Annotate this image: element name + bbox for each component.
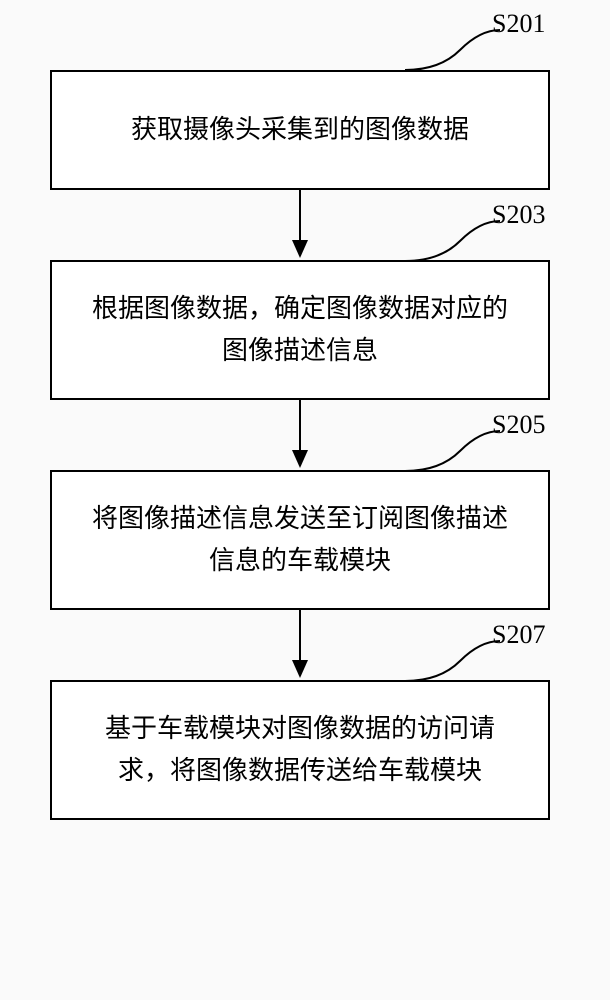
step-label-s201: S201 bbox=[492, 9, 545, 39]
step-text-s205: 将图像描述信息发送至订阅图像描述信息的车载模块 bbox=[82, 498, 518, 581]
label-pointer-s201 bbox=[400, 25, 510, 75]
flowchart-container: 获取摄像头采集到的图像数据 根据图像数据，确定图像数据对应的图像描述信息 将图像… bbox=[40, 70, 560, 820]
arrow-s201-s203 bbox=[50, 190, 550, 260]
step-box-s201: 获取摄像头采集到的图像数据 bbox=[50, 70, 550, 190]
arrow-s203-s205 bbox=[50, 400, 550, 470]
step-text-s201: 获取摄像头采集到的图像数据 bbox=[131, 109, 469, 151]
step-text-s203: 根据图像数据，确定图像数据对应的图像描述信息 bbox=[82, 288, 518, 371]
step-box-s205: 将图像描述信息发送至订阅图像描述信息的车载模块 bbox=[50, 470, 550, 610]
step-box-s207: 基于车载模块对图像数据的访问请求，将图像数据传送给车载模块 bbox=[50, 680, 550, 820]
arrow-icon bbox=[285, 190, 315, 260]
step-text-s207: 基于车载模块对图像数据的访问请求，将图像数据传送给车载模块 bbox=[82, 708, 518, 791]
step-box-s203: 根据图像数据，确定图像数据对应的图像描述信息 bbox=[50, 260, 550, 400]
arrow-s205-s207 bbox=[50, 610, 550, 680]
arrow-icon bbox=[285, 610, 315, 680]
arrow-icon bbox=[285, 400, 315, 470]
